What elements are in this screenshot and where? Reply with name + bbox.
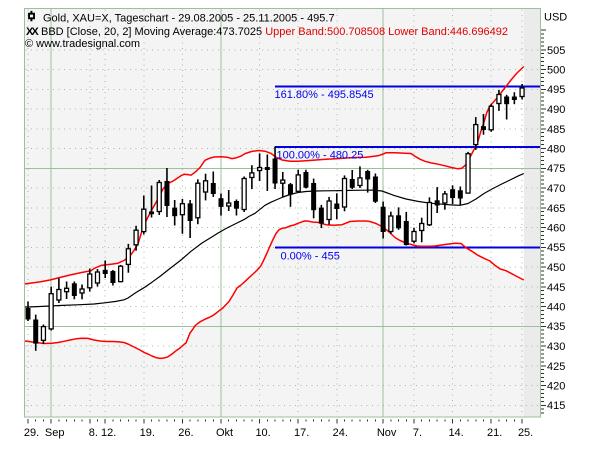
svg-text:21.: 21. [487,427,502,439]
svg-text:25.: 25. [518,427,533,439]
svg-text:420: 420 [547,381,565,393]
svg-text:480: 480 [547,144,565,156]
svg-text:BBD [Close, 20, 2] Moving Aver: BBD [Close, 20, 2] Moving Average:473.70… [41,26,508,38]
svg-text:© www.tradesignal.com: © www.tradesignal.com [25,38,140,50]
svg-text:8.: 8. [89,427,98,439]
svg-text:485: 485 [547,124,565,136]
svg-text:490: 490 [547,104,565,116]
svg-text:29.: 29. [24,427,39,439]
svg-text:460: 460 [547,223,565,235]
svg-text:440: 440 [547,302,565,314]
svg-text:470: 470 [547,183,565,195]
svg-text:Nov: Nov [377,427,397,439]
svg-text:Sep: Sep [45,427,65,439]
svg-text:USD: USD [544,12,567,24]
svg-text:0.00% - 455: 0.00% - 455 [281,250,340,262]
svg-text:161.80% - 495.8545: 161.80% - 495.8545 [275,89,374,101]
svg-text:435: 435 [547,321,565,333]
svg-text:505: 505 [547,45,565,57]
svg-text:450: 450 [547,262,565,274]
svg-text:495: 495 [547,84,565,96]
svg-text:475: 475 [547,163,565,175]
svg-text:455: 455 [547,242,565,254]
svg-text:Gold, XAU=X, Tageschart - 29.0: Gold, XAU=X, Tageschart - 29.08.2005 - 2… [43,13,335,25]
svg-text:100.00% - 480.25: 100.00% - 480.25 [277,149,364,161]
svg-text:Okt: Okt [216,427,233,439]
svg-text:17.: 17. [294,427,309,439]
svg-text:415: 415 [547,400,565,412]
svg-text:10.: 10. [255,427,270,439]
svg-text:425: 425 [547,361,565,373]
svg-text:26.: 26. [178,427,193,439]
svg-text:7.: 7. [413,427,422,439]
svg-text:445: 445 [547,282,565,294]
svg-text:465: 465 [547,203,565,215]
svg-text:24.: 24. [333,427,348,439]
svg-text:19.: 19. [140,427,155,439]
svg-text:430: 430 [547,341,565,353]
svg-text:14.: 14. [448,427,463,439]
svg-text:12.: 12. [101,427,116,439]
svg-text:500: 500 [547,65,565,77]
